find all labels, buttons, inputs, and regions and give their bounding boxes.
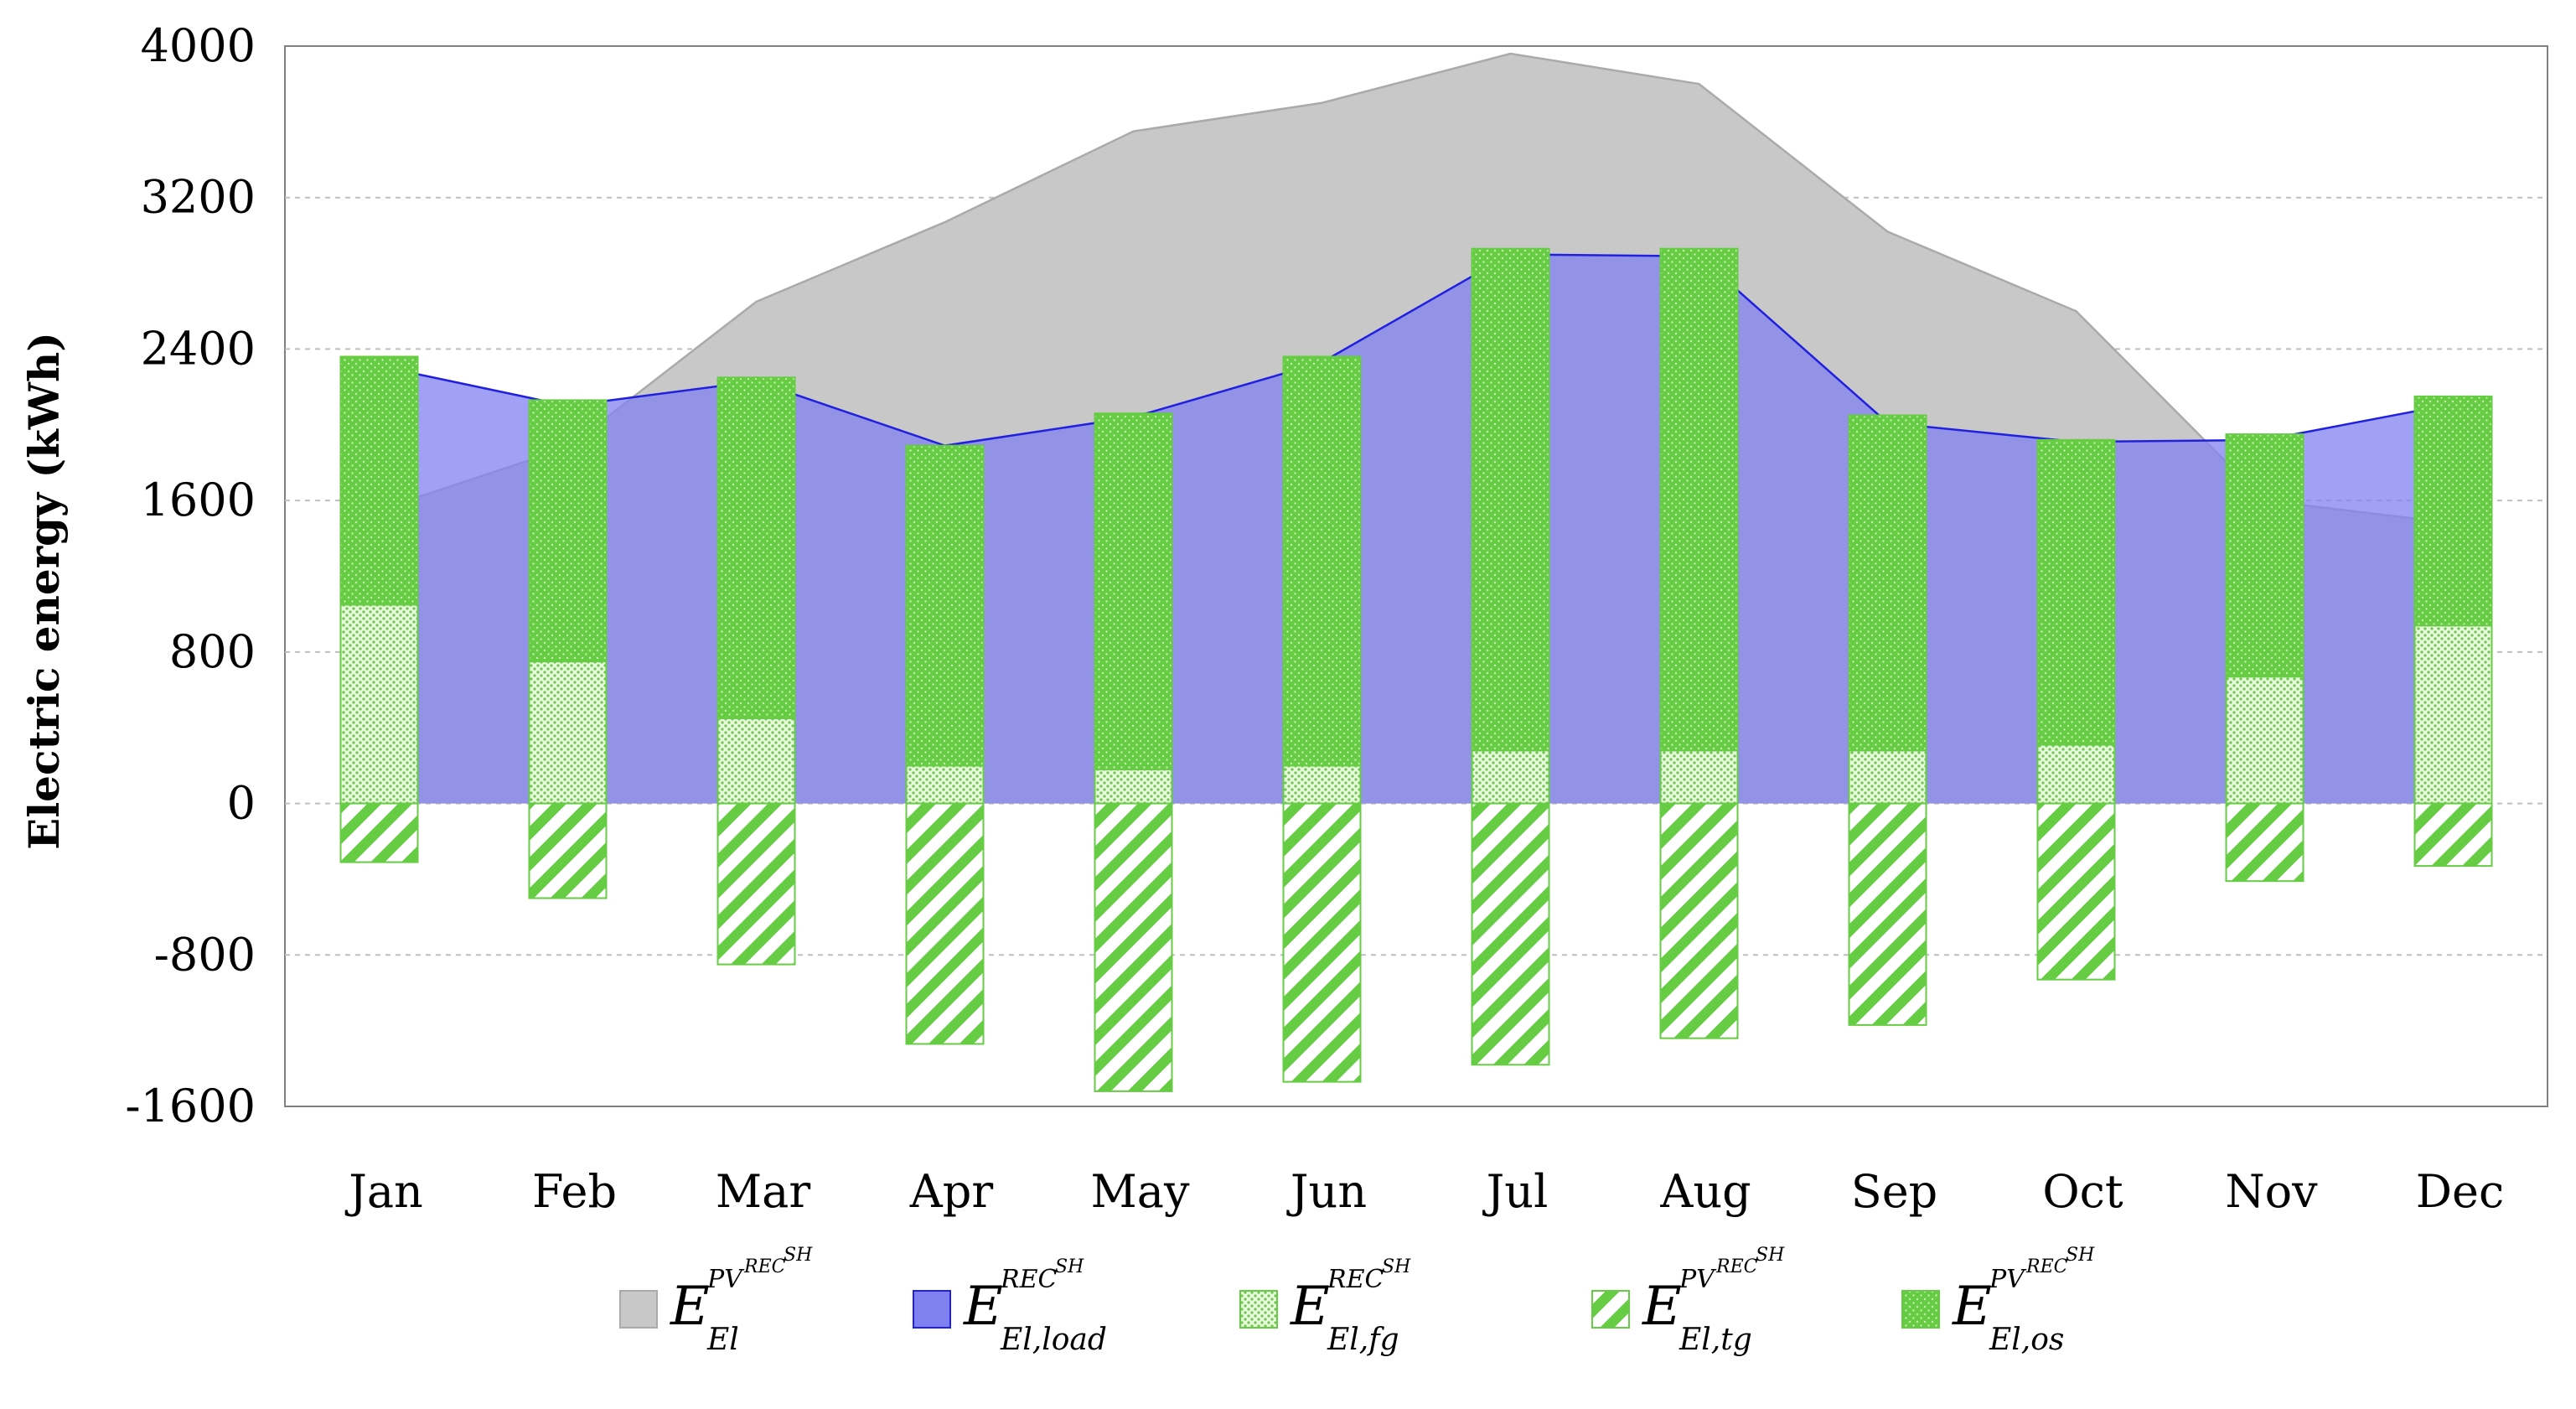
legend-swatch (1901, 1290, 1940, 1329)
load-area (379, 254, 2454, 804)
bar-os-apr (905, 444, 985, 767)
x-tick-label: Jul (1482, 1165, 1549, 1218)
legend-superscript-3: SH (784, 1245, 813, 1266)
bar-os-jan (339, 355, 419, 606)
y-tick-label: 3200 (141, 171, 256, 224)
bar-tg-aug (1659, 802, 1739, 1039)
bar-tg-nov (2225, 802, 2304, 883)
legend-superscript-2: REC (743, 1256, 786, 1277)
bar-tg-oct (2036, 802, 2116, 981)
bar-tg-jan (339, 802, 419, 863)
legend-symbol: E (963, 1276, 1003, 1338)
bar-fg-aug (1659, 749, 1739, 805)
legend-subscript: El,fg (1327, 1323, 1399, 1357)
legend-subscript: El,load (1000, 1323, 1107, 1357)
bar-fg-sep (1848, 749, 1927, 805)
legend-superscript-3: SH (2066, 1245, 2095, 1266)
legend-superscript-2: REC (2025, 1256, 2068, 1277)
x-axis-ticks: Jan Feb Mar Apr May Jun Jul Aug Sep Oct Nov Dec (344, 1165, 2504, 1218)
legend-superscript: PV (1679, 1265, 1717, 1294)
bar-fg-dec (2413, 624, 2493, 805)
bar-fg-jun (1282, 764, 1362, 805)
bar-tg-may (1094, 802, 1173, 1092)
x-tick-label: May (1091, 1165, 1190, 1218)
y-tick-label: 2400 (141, 322, 256, 375)
bar-os-jun (1282, 355, 1362, 767)
legend-subscript: El (706, 1323, 739, 1357)
legend-symbol: E (670, 1276, 710, 1338)
x-tick-label: Aug (1659, 1165, 1751, 1218)
bar-os-sep (1848, 414, 1927, 752)
legend-subscript: El,tg (1679, 1323, 1752, 1357)
x-tick-label: Apr (909, 1165, 994, 1218)
y-tick-label: -800 (154, 928, 256, 981)
bar-fg-oct (2036, 743, 2116, 805)
legend-superscript: PV (1989, 1265, 2027, 1294)
x-tick-label: Dec (2416, 1165, 2505, 1218)
bar-tg-apr (905, 802, 985, 1045)
y-tick-label: 4000 (141, 19, 256, 72)
x-tick-label: Jun (1286, 1165, 1367, 1218)
bar-os-aug (1659, 247, 1739, 752)
x-tick-label: Mar (716, 1165, 810, 1218)
legend-swatch (1239, 1290, 1278, 1329)
bar-tg-jul (1471, 802, 1550, 1066)
bar-os-may (1094, 412, 1173, 770)
bar-fg-mar (716, 717, 796, 805)
legend-symbol: E (1952, 1276, 1992, 1338)
bar-os-feb (528, 399, 608, 663)
legend-superscript-3: SH (1756, 1245, 1785, 1266)
x-tick-label: Feb (532, 1165, 617, 1218)
legend-superscript: REC (1327, 1265, 1384, 1294)
bar-os-jul (1471, 247, 1550, 752)
bar-os-dec (2413, 395, 2493, 627)
legend-swatch (619, 1290, 658, 1329)
legend-subscript: El,os (1989, 1323, 2064, 1357)
bar-tg-dec (2413, 802, 2493, 868)
y-tick-label: 800 (169, 625, 256, 678)
bar-os-oct (2036, 438, 2116, 746)
y-tick-label: 1600 (141, 474, 256, 526)
bar-tg-sep (1848, 802, 1927, 1026)
bar-tg-jun (1282, 802, 1362, 1083)
bar-fg-may (1094, 768, 1173, 805)
pv-production-line (379, 52, 2454, 525)
legend-superscript-2: REC (1715, 1256, 1758, 1277)
bar-fg-apr (905, 764, 985, 805)
y-tick-label: 0 (227, 777, 256, 830)
y-axis-ticks: -1600 -800 0 800 1600 2400 3200 4000 (125, 19, 256, 1132)
x-tick-label: Nov (2225, 1165, 2318, 1218)
bar-fg-feb (528, 660, 608, 805)
bar-tg-mar (716, 802, 796, 966)
legend-superscript: PV (706, 1265, 745, 1294)
legend-superscript-2: SH (1055, 1256, 1084, 1277)
bar-fg-nov (2225, 676, 2304, 805)
legend-symbol: E (1290, 1276, 1330, 1338)
y-tick-label: -1600 (125, 1080, 256, 1132)
legend-swatch (1591, 1290, 1630, 1329)
legend-superscript-2: SH (1382, 1256, 1411, 1277)
bar-tg-feb (528, 802, 608, 899)
legend-symbol: E (1642, 1276, 1682, 1338)
bar-series (339, 247, 2493, 1092)
bar-fg-jan (339, 603, 419, 805)
legend-swatch (913, 1290, 951, 1329)
bar-fg-jul (1471, 749, 1550, 805)
y-axis-label: Electric energy (kWh) (19, 332, 69, 850)
x-tick-label: Oct (2042, 1165, 2123, 1218)
bar-os-nov (2225, 433, 2304, 678)
x-tick-label: Sep (1851, 1165, 1938, 1218)
bar-os-mar (716, 376, 796, 719)
x-tick-label: Jan (344, 1165, 423, 1218)
legend-superscript: REC (1000, 1265, 1057, 1294)
